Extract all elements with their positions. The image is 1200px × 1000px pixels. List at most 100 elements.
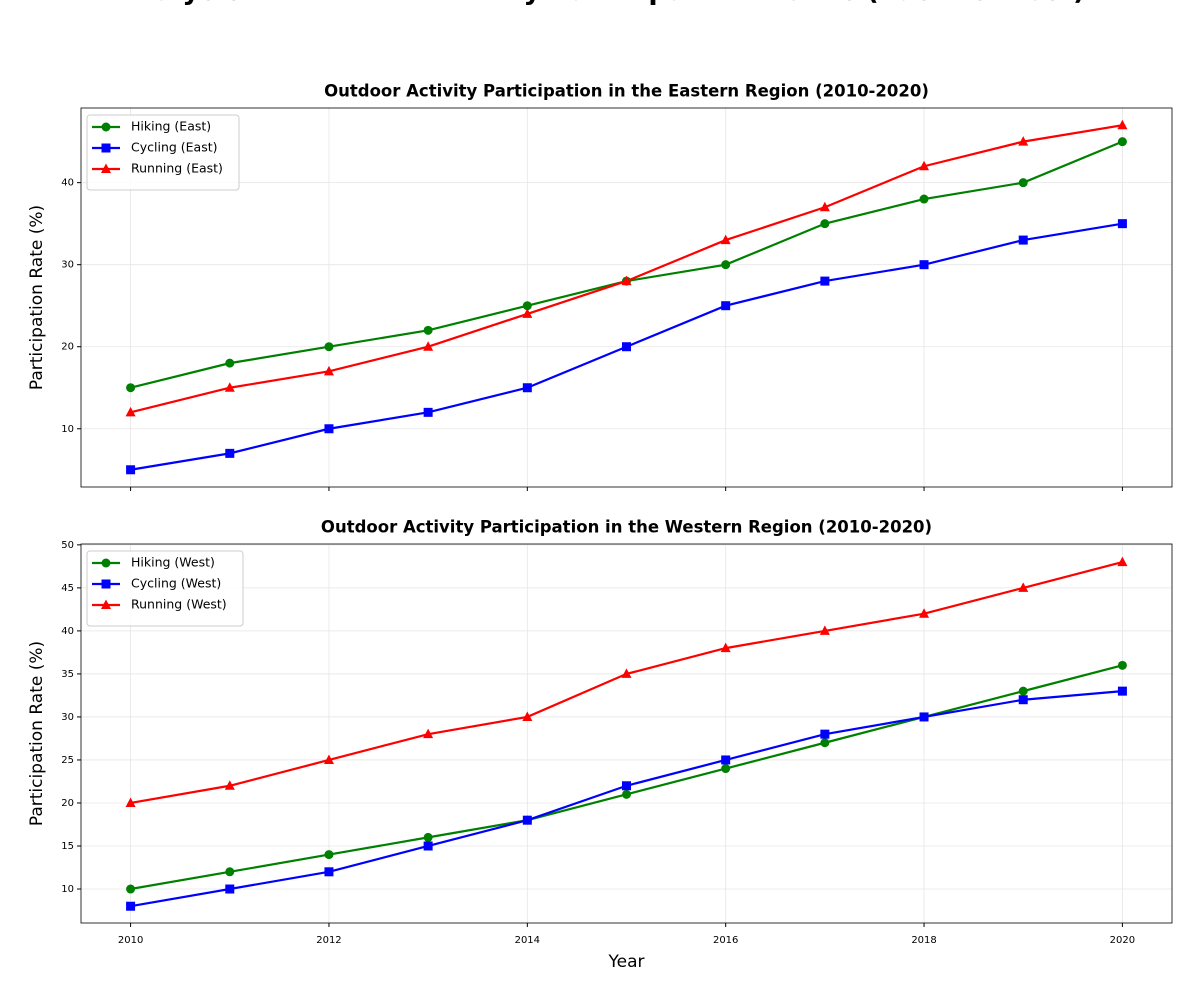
data-point bbox=[126, 465, 136, 475]
series-line bbox=[130, 124, 1123, 414]
data-point bbox=[820, 276, 830, 286]
legend-label: Cycling (West) bbox=[131, 576, 221, 591]
y-tick-label: 45 bbox=[61, 583, 74, 594]
legend-box bbox=[86, 114, 240, 191]
data-point bbox=[324, 867, 334, 877]
data-point bbox=[522, 383, 532, 393]
data-point bbox=[225, 448, 235, 458]
data-point bbox=[423, 841, 433, 851]
data-point bbox=[324, 342, 334, 352]
legend-marker bbox=[101, 599, 111, 609]
data-point bbox=[324, 850, 334, 860]
y-tick-label: 25 bbox=[61, 755, 74, 766]
data-point bbox=[126, 901, 136, 911]
data-point bbox=[919, 194, 929, 204]
data-point bbox=[126, 383, 136, 393]
data-point bbox=[1117, 686, 1127, 696]
data-point bbox=[621, 668, 632, 678]
legend-label: Hiking (West) bbox=[131, 555, 215, 570]
data-point bbox=[919, 160, 930, 171]
data-point bbox=[919, 712, 929, 722]
data-point bbox=[720, 234, 731, 245]
data-point bbox=[522, 711, 533, 721]
data-point bbox=[820, 729, 830, 739]
y-axis-label: Participation Rate (%) bbox=[27, 641, 47, 826]
legend-marker bbox=[101, 122, 111, 132]
series-line bbox=[130, 664, 1123, 891]
data-point bbox=[621, 275, 632, 286]
x-tick-label: 2014 bbox=[515, 935, 540, 946]
legend-label: Cycling (East) bbox=[131, 140, 218, 155]
legend-marker bbox=[101, 558, 111, 568]
data-point bbox=[1018, 235, 1028, 245]
legend-box bbox=[86, 550, 244, 627]
data-point bbox=[225, 867, 235, 877]
plot-frame bbox=[80, 107, 1173, 488]
data-point bbox=[423, 832, 433, 842]
y-tick-label: 50 bbox=[61, 540, 74, 551]
data-point bbox=[126, 884, 136, 894]
data-point bbox=[224, 780, 235, 790]
legend-marker bbox=[101, 579, 111, 589]
data-point bbox=[919, 260, 929, 270]
y-tick-label: 35 bbox=[61, 669, 74, 680]
y-tick-label: 10 bbox=[61, 884, 74, 895]
legend-label: Running (West) bbox=[131, 597, 227, 612]
data-point bbox=[324, 424, 334, 434]
x-tick-label: 2016 bbox=[713, 935, 738, 946]
data-point bbox=[423, 325, 433, 335]
chart-title: Outdoor Activity Participation in the Ea… bbox=[324, 82, 929, 101]
data-point bbox=[1018, 582, 1029, 592]
data-point bbox=[125, 406, 136, 417]
data-point bbox=[522, 308, 533, 318]
data-point bbox=[1117, 219, 1127, 229]
y-tick-label: 30 bbox=[61, 260, 74, 271]
data-point bbox=[1117, 137, 1127, 147]
data-point bbox=[522, 815, 532, 825]
data-point bbox=[622, 781, 631, 791]
y-tick-label: 15 bbox=[61, 841, 74, 852]
legend-marker bbox=[101, 163, 111, 173]
data-point bbox=[1018, 695, 1028, 705]
y-tick-label: 40 bbox=[61, 178, 74, 189]
data-point bbox=[1018, 686, 1028, 696]
data-point bbox=[1117, 660, 1127, 670]
y-tick-label: 20 bbox=[61, 798, 74, 809]
data-point bbox=[721, 764, 731, 774]
plot-frame bbox=[80, 543, 1173, 924]
data-point bbox=[721, 301, 731, 311]
y-tick-label: 30 bbox=[61, 712, 74, 723]
data-point bbox=[721, 260, 731, 270]
y-tick-label: 20 bbox=[61, 342, 74, 353]
data-point bbox=[819, 201, 830, 212]
data-point bbox=[522, 301, 532, 311]
data-point bbox=[125, 797, 136, 807]
figure-title: Analysis of Outdoor Activity Participati… bbox=[115, 0, 1086, 7]
data-point bbox=[423, 728, 434, 739]
data-point bbox=[423, 407, 433, 417]
y-axis-label: Participation Rate (%) bbox=[27, 205, 47, 390]
data-point bbox=[323, 754, 334, 764]
data-point bbox=[225, 358, 235, 368]
data-point bbox=[720, 642, 731, 653]
x-tick-label: 2018 bbox=[911, 935, 936, 946]
data-point bbox=[1018, 178, 1028, 188]
y-tick-label: 40 bbox=[61, 626, 74, 637]
data-point bbox=[820, 219, 830, 229]
data-point bbox=[323, 365, 334, 376]
chart-title: Outdoor Activity Participation in the We… bbox=[321, 518, 932, 537]
x-axis-label: Year bbox=[608, 952, 645, 972]
x-tick-label: 2010 bbox=[118, 935, 143, 946]
data-point bbox=[820, 738, 830, 748]
data-point bbox=[919, 608, 930, 618]
y-tick-label: 10 bbox=[61, 424, 74, 435]
data-point bbox=[622, 789, 631, 799]
data-point bbox=[224, 382, 235, 392]
legend-label: Running (East) bbox=[131, 161, 223, 176]
data-point bbox=[1117, 556, 1128, 567]
data-point bbox=[622, 342, 631, 352]
data-point bbox=[1018, 136, 1029, 146]
data-point bbox=[721, 755, 731, 765]
data-point bbox=[423, 341, 434, 351]
